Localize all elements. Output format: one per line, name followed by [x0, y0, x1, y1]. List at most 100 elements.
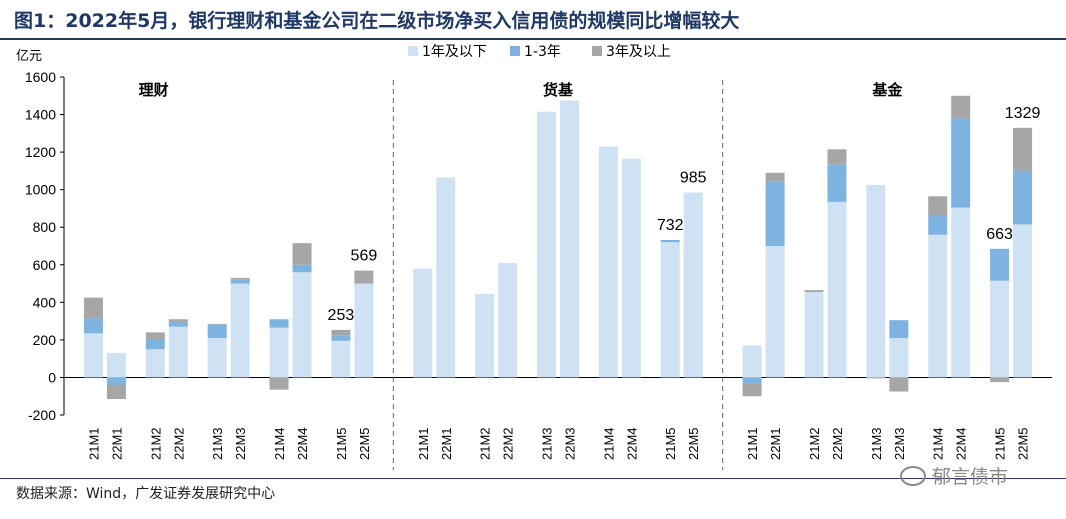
- bar-segment-3年及以上: [1013, 127, 1033, 171]
- bar-segment-3年及以上: [866, 377, 886, 379]
- bar-segment-1-3年: [269, 319, 289, 328]
- bar-segment-1年及以下: [765, 246, 785, 378]
- bar-segment-3年及以上: [207, 323, 227, 325]
- bar-segment-1年及以下: [866, 184, 886, 378]
- legend-swatch: [592, 46, 602, 56]
- page-title: 图1：2022年5月，银行理财和基金公司在二级市场净买入信用债的规模同比增幅较大: [14, 10, 740, 32]
- bar-segment-3年及以上: [928, 196, 948, 216]
- data-label: 1329: [1005, 105, 1041, 122]
- bar-segment-1年及以下: [106, 353, 126, 378]
- bar-segment-1年及以下: [1013, 224, 1033, 378]
- bar-segment-1年及以下: [598, 146, 618, 378]
- bar-segment-1-3年: [660, 239, 680, 243]
- bar-segment-1年及以下: [168, 326, 188, 378]
- title-bar: 图1：2022年5月，银行理财和基金公司在二级市场净买入信用债的规模同比增幅较大: [0, 0, 1066, 40]
- bar-segment-1年及以下: [990, 280, 1010, 378]
- category-label: 21M1: [745, 427, 760, 460]
- category-label: 21M3: [210, 427, 225, 460]
- category-label: 22M3: [892, 427, 907, 460]
- bar-segment-3年及以上: [742, 383, 762, 397]
- data-label: 569: [351, 248, 378, 265]
- y-tick-label: 600: [33, 257, 57, 273]
- category-label: 21M5: [334, 427, 349, 460]
- bar-segment-1-3年: [951, 118, 971, 208]
- category-label: 22M5: [1016, 427, 1031, 460]
- data-label: 985: [680, 169, 707, 186]
- bar-segment-1年及以下: [145, 349, 165, 378]
- legend-swatch: [408, 46, 418, 56]
- bar-segment-1年及以下: [269, 327, 289, 378]
- category-label: 22M4: [624, 427, 639, 460]
- bar-segment-1年及以下: [928, 234, 948, 378]
- category-label: 22M3: [233, 427, 248, 460]
- y-tick-label: 400: [33, 294, 57, 310]
- chat-bubble-icon: [900, 465, 926, 486]
- bar-segment-3年及以上: [804, 290, 824, 293]
- bar-segment-1年及以下: [537, 111, 556, 378]
- group-label: 货基: [543, 81, 574, 99]
- legend-swatch: [510, 46, 520, 56]
- bar-segment-1-3年: [207, 324, 227, 339]
- category-label: 22M1: [109, 427, 124, 460]
- category-label: 22M2: [171, 427, 186, 460]
- bar-segment-1-3年: [106, 377, 126, 385]
- y-tick-label: 0: [48, 369, 56, 385]
- category-label: 21M4: [601, 427, 616, 460]
- bar-segment-1年及以下: [230, 283, 250, 378]
- category-label: 22M5: [357, 427, 372, 460]
- bar-segment-1年及以下: [475, 293, 495, 378]
- data-label: 253: [328, 307, 355, 324]
- category-label: 21M5: [993, 427, 1008, 460]
- bar-segment-1年及以下: [621, 158, 641, 378]
- watermark: 郁言债市: [900, 462, 1008, 489]
- bar-segment-1-3年: [292, 264, 312, 273]
- y-tick-label: 1000: [25, 182, 56, 198]
- source-note: 数据来源：Wind，广发证券发展研究中心: [16, 486, 276, 502]
- bar-segment-3年及以上: [951, 95, 971, 119]
- bar-segment-3年及以上: [990, 377, 1010, 383]
- category-label: 21M2: [148, 427, 163, 460]
- category-label: 22M1: [768, 427, 783, 460]
- bar-segment-1-3年: [230, 279, 250, 284]
- y-tick-label: 1400: [25, 107, 56, 123]
- bar-segment-3年及以上: [230, 277, 250, 280]
- category-label: 22M4: [295, 427, 310, 460]
- bar-segment-1年及以下: [951, 207, 971, 378]
- data-label: 663: [986, 226, 1013, 243]
- category-label: 22M1: [439, 427, 454, 460]
- category-label: 21M3: [869, 427, 884, 460]
- bar-segment-1-3年: [168, 322, 188, 327]
- bar-segment-1年及以下: [207, 338, 227, 378]
- y-axis-label: 亿元: [16, 49, 42, 64]
- data-label: 732: [657, 217, 684, 234]
- category-label: 21M2: [478, 427, 493, 460]
- bar-segment-1年及以下: [331, 340, 351, 378]
- bar-segment-1-3年: [331, 335, 351, 341]
- category-label: 21M2: [807, 427, 822, 460]
- y-tick-label: 1600: [25, 69, 56, 85]
- legend-label: 3年及以上: [606, 44, 671, 60]
- bar-segment-3年及以上: [889, 377, 909, 392]
- legend-label: 1-3年: [524, 44, 561, 60]
- bar-segment-3年及以上: [145, 332, 165, 339]
- bar-segment-1-3年: [145, 338, 165, 350]
- bar-segment-1年及以下: [354, 283, 374, 378]
- y-tick-label: -200: [28, 407, 56, 423]
- y-tick-label: 800: [33, 219, 57, 235]
- bar-segment-3年及以上: [168, 319, 188, 323]
- bar-segment-1年及以下: [83, 333, 103, 378]
- bar-segment-1年及以下: [889, 338, 909, 378]
- legend-label: 1年及以下: [422, 44, 487, 60]
- bar-segment-3年及以上: [269, 377, 289, 390]
- bar-segment-1-3年: [765, 181, 785, 246]
- bar-segment-1年及以下: [292, 272, 312, 378]
- bar-segment-1年及以下: [413, 268, 433, 378]
- stacked-bar-chart: -200 0 200 400 600 800 1000 1200 1400 1600 亿元 1年及以下…: [16, 44, 1052, 470]
- category-label: 22M4: [954, 427, 969, 460]
- bar-segment-1-3年: [928, 215, 948, 235]
- bar-segment-1-3年: [1013, 170, 1033, 225]
- category-label: 21M1: [416, 427, 431, 460]
- bar-segment-1-3年: [990, 248, 1010, 281]
- bar-segment-1-3年: [889, 320, 909, 339]
- bar-segment-1年及以下: [560, 100, 579, 378]
